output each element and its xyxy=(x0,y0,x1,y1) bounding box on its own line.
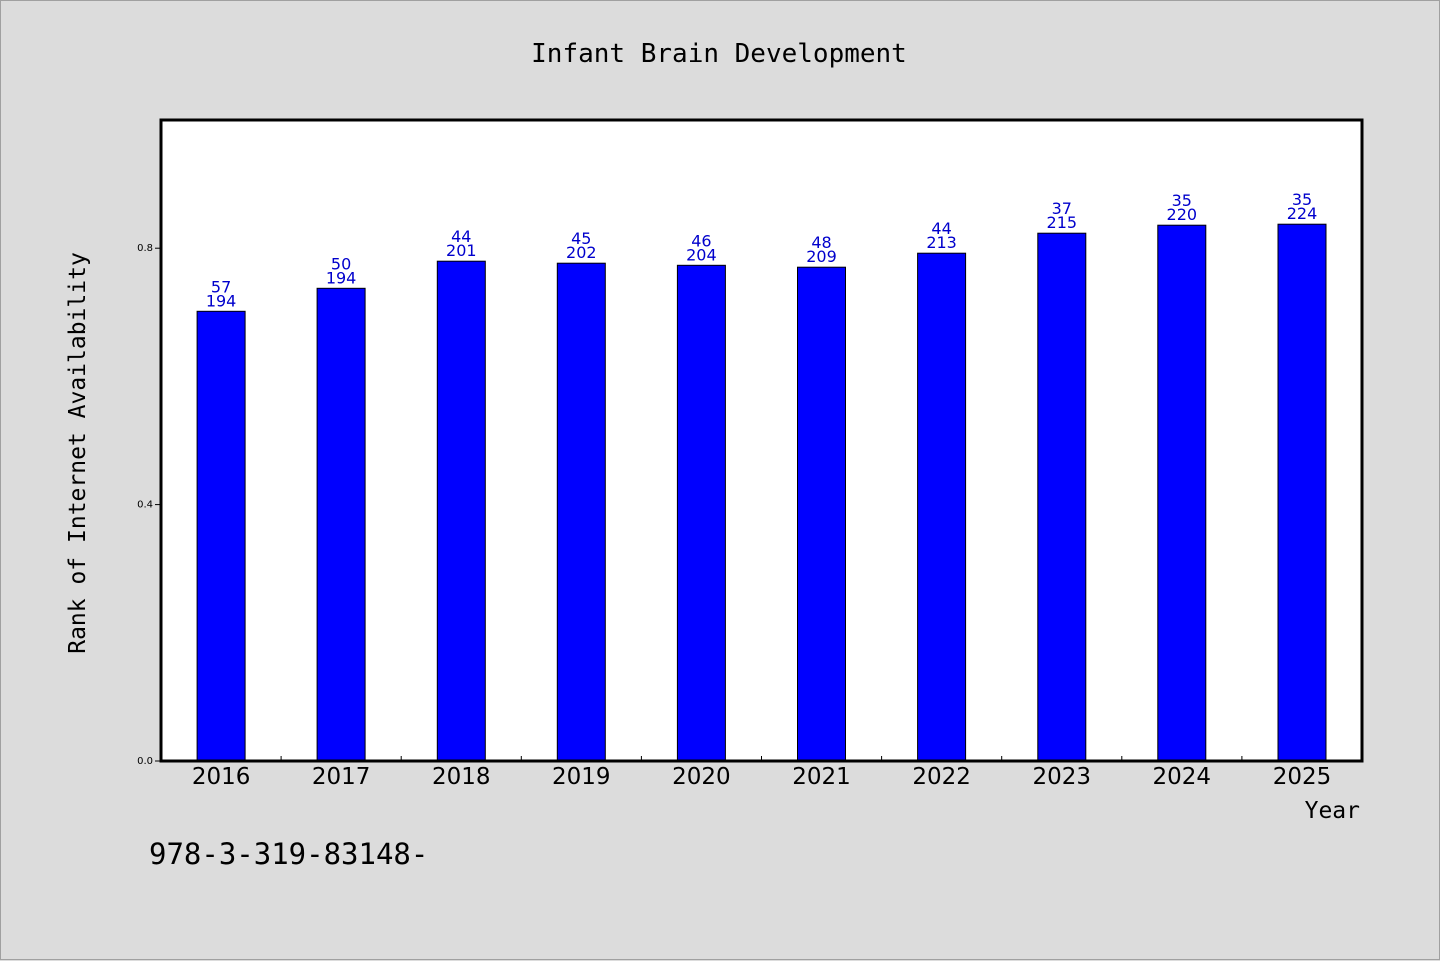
bar-label-top-2017: 50 xyxy=(331,254,351,273)
y-tick-label-0.4: 0.4 xyxy=(137,500,153,511)
x-tick-label-2024: 2024 xyxy=(1153,764,1212,790)
bar-label-bottom-2023: 215 xyxy=(1047,213,1078,232)
bar-label-bottom-2017: 194 xyxy=(326,268,357,287)
footer-identifier: 978-3-319-83148- xyxy=(149,837,428,871)
x-tick-label-2021: 2021 xyxy=(792,764,851,790)
x-tick-label-2017: 2017 xyxy=(312,764,371,790)
bar-label-bottom-2022: 213 xyxy=(926,233,957,252)
bar-2019 xyxy=(556,262,606,762)
bar-label-top-2018: 44 xyxy=(451,227,471,246)
bar-label-bottom-2024: 220 xyxy=(1167,205,1198,224)
axis-ticks-group: 2016 2017 2018 2019 2020 2021 2022 2023 2024 2025… xyxy=(137,243,1331,790)
bar-2025 xyxy=(1277,223,1327,762)
x-axis-label: Year xyxy=(1305,798,1360,824)
bar-label-bottom-2025: 224 xyxy=(1287,204,1318,223)
bar-2017 xyxy=(316,287,366,762)
bar-2021 xyxy=(797,266,846,762)
bar-label-top-2019: 45 xyxy=(571,229,591,248)
bar-label-top-2025: 35 xyxy=(1292,190,1312,209)
x-tick-label-2020: 2020 xyxy=(672,764,731,790)
bar-2018 xyxy=(436,260,486,762)
bar-label-bottom-2021: 209 xyxy=(806,247,837,266)
bar-label-top-2016: 57 xyxy=(211,277,231,296)
y-axis-label: Rank of Internet Availability xyxy=(65,252,91,654)
bar-label-top-2024: 35 xyxy=(1172,191,1192,210)
y-tick-label-0.0: 0.0 xyxy=(137,756,153,767)
x-tick-label-2018: 2018 xyxy=(432,764,491,790)
plot-frame xyxy=(159,118,1364,763)
bar-label-bottom-2016: 194 xyxy=(206,291,237,310)
x-tick-label-2025: 2025 xyxy=(1273,764,1332,790)
bar-label-bottom-2019: 202 xyxy=(566,243,597,262)
bar-2016 xyxy=(196,310,246,762)
bar-label-bottom-2020: 204 xyxy=(686,245,717,264)
bar-2022 xyxy=(917,252,967,762)
x-tick-label-2019: 2019 xyxy=(552,764,611,790)
x-tick-label-2023: 2023 xyxy=(1033,764,1092,790)
bar-2020 xyxy=(676,264,726,762)
y-tick-label-0.8: 0.8 xyxy=(137,243,153,254)
bar-label-top-2020: 46 xyxy=(691,231,711,250)
chart-title: Infant Brain Development xyxy=(531,39,907,69)
bar-label-bottom-2018: 201 xyxy=(446,241,477,260)
x-tick-label-2016: 2016 xyxy=(192,764,251,790)
bar-label-top-2023: 37 xyxy=(1052,199,1072,218)
bar-2024 xyxy=(1157,224,1207,762)
bar-label-top-2022: 44 xyxy=(931,219,951,238)
bar-2023 xyxy=(1037,232,1087,762)
bar-label-top-2021: 48 xyxy=(811,233,831,252)
x-tick-label-2022: 2022 xyxy=(912,764,971,790)
data-labels-group: 5719450194442014520246204482094421337215… xyxy=(206,190,1317,310)
bars-group xyxy=(196,223,1327,762)
